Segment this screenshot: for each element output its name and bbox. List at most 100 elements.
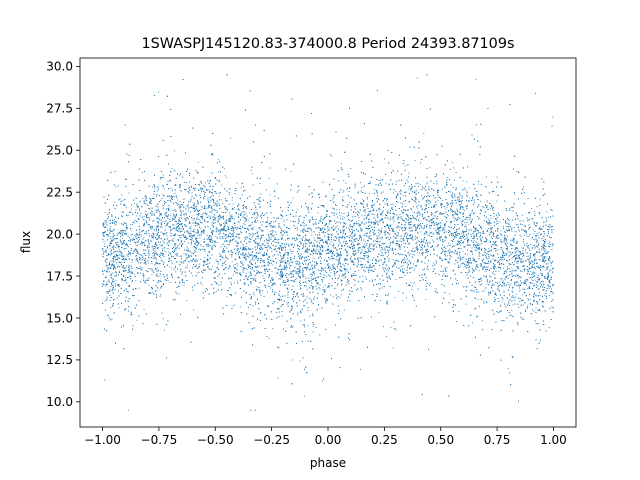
data-point [281, 249, 282, 251]
data-point [199, 237, 201, 239]
data-point [399, 249, 401, 250]
data-point [389, 243, 391, 245]
data-point [230, 214, 232, 216]
data-point [369, 265, 371, 267]
data-point [226, 207, 228, 209]
data-point [478, 183, 480, 185]
data-point [497, 249, 499, 251]
data-point [449, 249, 451, 251]
data-point [268, 274, 270, 275]
data-point [409, 222, 411, 223]
data-point [525, 230, 527, 232]
data-point [286, 301, 288, 303]
data-point [401, 299, 403, 301]
data-point [403, 220, 405, 222]
data-point [536, 233, 538, 235]
data-point [511, 274, 513, 276]
data-point [216, 231, 218, 233]
data-point [110, 307, 112, 308]
data-point [360, 182, 362, 184]
data-point [352, 227, 354, 229]
data-point [437, 197, 439, 199]
data-point [288, 243, 289, 245]
data-point [368, 228, 370, 230]
data-point [469, 197, 471, 199]
data-point [328, 236, 330, 238]
data-point [307, 325, 309, 327]
data-point [130, 239, 132, 241]
data-point [125, 277, 127, 279]
data-point [343, 230, 345, 232]
data-point [135, 280, 137, 282]
data-point [270, 247, 272, 249]
data-point [259, 206, 260, 208]
data-point [501, 253, 503, 255]
data-point [240, 246, 242, 248]
data-point [502, 256, 504, 258]
data-point [250, 170, 252, 172]
data-point [407, 246, 408, 248]
data-point [308, 297, 310, 299]
data-point [527, 286, 529, 288]
data-point [226, 177, 228, 179]
data-point [148, 279, 150, 281]
data-point [381, 212, 383, 214]
data-point [202, 269, 204, 271]
data-point [152, 255, 154, 257]
data-point [171, 229, 173, 230]
data-point [339, 215, 341, 217]
data-point [467, 258, 469, 260]
data-point [444, 239, 446, 241]
data-point [427, 211, 429, 213]
data-point [104, 212, 106, 214]
data-point [154, 253, 156, 255]
data-point [527, 259, 529, 260]
data-point [507, 223, 509, 224]
data-point [522, 214, 523, 216]
data-point [475, 195, 477, 197]
data-point [177, 199, 179, 201]
data-point [118, 303, 120, 305]
data-point [264, 214, 266, 216]
data-point [396, 240, 397, 242]
data-point [460, 238, 462, 240]
data-point [141, 230, 143, 232]
data-point [166, 243, 168, 245]
data-point [395, 263, 396, 265]
data-point [404, 274, 406, 276]
data-point [224, 175, 226, 177]
data-point [299, 360, 301, 362]
data-point [397, 202, 399, 203]
data-point [132, 252, 134, 254]
data-point [179, 260, 181, 262]
data-point [350, 168, 352, 170]
data-point [191, 237, 193, 239]
data-point [427, 255, 429, 256]
data-point [343, 180, 345, 182]
data-point [284, 264, 286, 266]
data-point [505, 244, 506, 246]
data-point [128, 192, 130, 194]
data-point [238, 209, 240, 211]
data-point [386, 216, 388, 218]
data-point [142, 238, 144, 240]
data-point [217, 229, 219, 231]
data-point [353, 244, 355, 246]
data-point [417, 208, 418, 210]
data-point [104, 300, 106, 302]
data-point [175, 258, 177, 259]
data-point [104, 243, 105, 245]
data-point [467, 254, 469, 256]
data-point [174, 196, 176, 198]
data-point [328, 239, 330, 240]
data-point [256, 246, 258, 248]
data-point [419, 240, 420, 242]
data-point [370, 235, 372, 237]
data-point [268, 277, 269, 279]
data-point [376, 236, 378, 237]
data-point [256, 286, 258, 288]
data-point [346, 235, 348, 237]
data-point [162, 232, 163, 234]
data-point [220, 238, 221, 240]
data-point [113, 219, 115, 220]
